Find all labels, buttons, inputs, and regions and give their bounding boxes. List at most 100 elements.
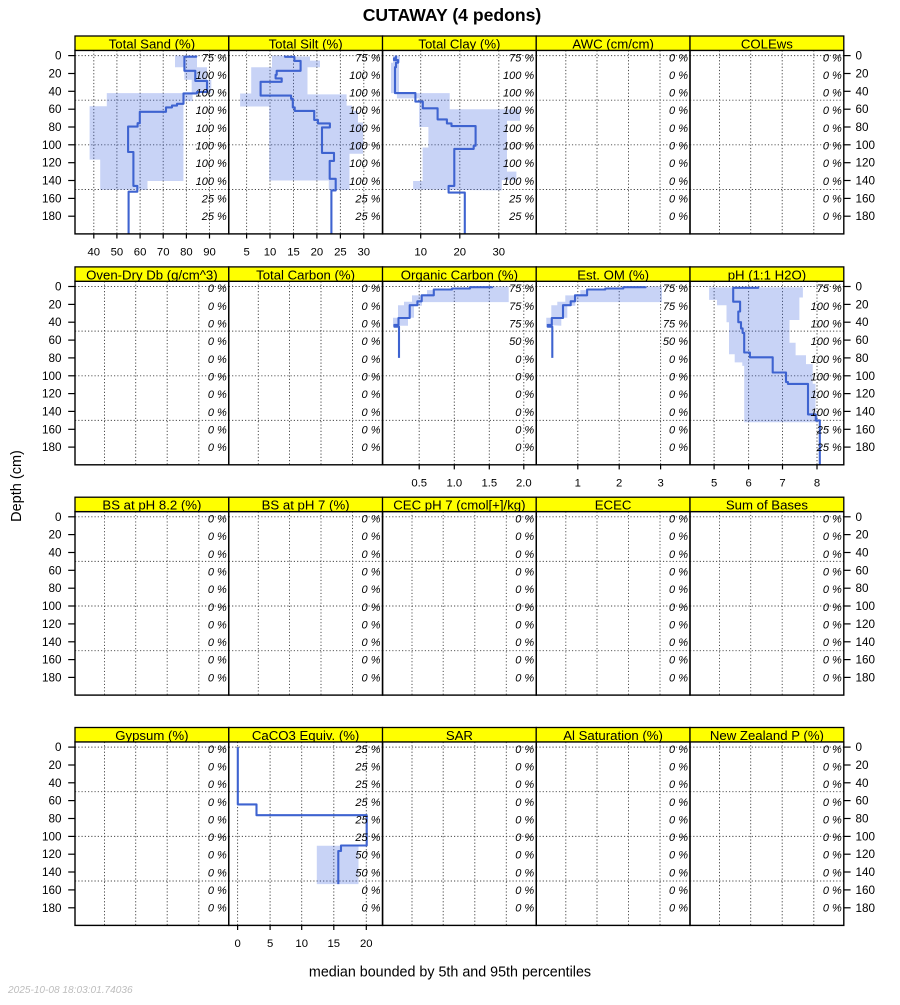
svg-text:180: 180 [856, 671, 876, 684]
svg-text:100 %: 100 % [349, 88, 380, 100]
svg-text:CEC pH 7 (cmol[+]/kg): CEC pH 7 (cmol[+]/kg) [393, 498, 525, 513]
svg-text:20: 20 [311, 247, 324, 259]
svg-text:20: 20 [454, 247, 467, 259]
svg-text:75 %: 75 % [817, 283, 842, 295]
svg-text:0 %: 0 % [208, 301, 227, 313]
svg-text:75 %: 75 % [663, 319, 688, 331]
svg-text:0 %: 0 % [362, 514, 381, 526]
svg-text:180: 180 [856, 441, 876, 454]
svg-text:140: 140 [856, 866, 876, 879]
svg-text:0 %: 0 % [362, 567, 381, 579]
svg-text:0 %: 0 % [823, 211, 842, 223]
svg-text:0 %: 0 % [823, 584, 842, 596]
svg-text:25 %: 25 % [354, 762, 380, 774]
svg-text:0 %: 0 % [362, 672, 381, 684]
svg-text:0 %: 0 % [515, 903, 534, 915]
svg-text:100 %: 100 % [811, 336, 842, 348]
svg-text:80: 80 [180, 247, 193, 259]
svg-text:100: 100 [42, 370, 62, 383]
svg-text:60: 60 [48, 564, 62, 577]
svg-text:0 %: 0 % [823, 158, 842, 170]
svg-text:0 %: 0 % [208, 602, 227, 614]
svg-text:0 %: 0 % [669, 832, 688, 844]
svg-text:0 %: 0 % [362, 885, 381, 897]
svg-text:5: 5 [243, 247, 249, 259]
svg-text:100 %: 100 % [196, 70, 227, 82]
svg-text:0 %: 0 % [208, 744, 227, 756]
svg-text:0 %: 0 % [669, 850, 688, 862]
svg-text:180: 180 [856, 902, 876, 915]
svg-text:0 %: 0 % [208, 531, 227, 543]
svg-text:160: 160 [856, 884, 876, 897]
svg-text:0: 0 [55, 511, 62, 524]
svg-text:0 %: 0 % [362, 389, 381, 401]
svg-text:50 %: 50 % [509, 336, 534, 348]
svg-text:140: 140 [42, 175, 62, 188]
svg-text:0 %: 0 % [669, 52, 688, 64]
svg-text:60: 60 [856, 564, 870, 577]
svg-text:100 %: 100 % [503, 70, 534, 82]
svg-text:0 %: 0 % [669, 211, 688, 223]
svg-text:CaCO3 Equiv. (%): CaCO3 Equiv. (%) [252, 728, 359, 743]
svg-text:100 %: 100 % [503, 105, 534, 117]
svg-text:0 %: 0 % [669, 602, 688, 614]
svg-text:100 %: 100 % [811, 301, 842, 313]
svg-text:0.5: 0.5 [411, 477, 427, 489]
svg-text:0 %: 0 % [823, 637, 842, 649]
svg-text:120: 120 [856, 388, 876, 401]
svg-text:0 %: 0 % [362, 442, 381, 454]
svg-text:0 %: 0 % [669, 672, 688, 684]
svg-text:100: 100 [42, 139, 62, 152]
svg-text:50 %: 50 % [355, 850, 380, 862]
svg-text:BS at pH 7 (%): BS at pH 7 (%) [262, 498, 350, 513]
svg-text:25 %: 25 % [354, 744, 380, 756]
svg-text:0 %: 0 % [823, 602, 842, 614]
svg-text:100 %: 100 % [196, 123, 227, 135]
svg-text:140: 140 [856, 636, 876, 649]
svg-text:New Zealand P (%): New Zealand P (%) [710, 728, 824, 743]
svg-text:0 %: 0 % [515, 567, 534, 579]
svg-text:0 %: 0 % [208, 637, 227, 649]
svg-text:0 %: 0 % [515, 389, 534, 401]
svg-text:100 %: 100 % [349, 70, 380, 82]
svg-text:0: 0 [55, 741, 62, 754]
svg-text:120: 120 [856, 848, 876, 861]
svg-text:20: 20 [856, 529, 870, 542]
svg-text:0 %: 0 % [208, 371, 227, 383]
svg-text:80: 80 [48, 582, 62, 595]
svg-text:75 %: 75 % [509, 52, 534, 64]
svg-text:40: 40 [856, 85, 870, 98]
svg-text:0 %: 0 % [823, 832, 842, 844]
svg-text:0 %: 0 % [515, 407, 534, 419]
svg-text:160: 160 [42, 192, 62, 205]
svg-text:80: 80 [856, 121, 870, 134]
svg-text:160: 160 [42, 654, 62, 667]
svg-text:25 %: 25 % [354, 211, 380, 223]
svg-text:80: 80 [48, 813, 62, 826]
svg-text:100 %: 100 % [196, 141, 227, 153]
svg-text:0 %: 0 % [208, 283, 227, 295]
svg-text:140: 140 [856, 175, 876, 188]
svg-text:0 %: 0 % [362, 424, 381, 436]
svg-text:0 %: 0 % [208, 514, 227, 526]
svg-text:0 %: 0 % [669, 70, 688, 82]
svg-text:Sum of Bases: Sum of Bases [726, 498, 808, 513]
svg-text:0 %: 0 % [823, 885, 842, 897]
svg-text:0 %: 0 % [515, 424, 534, 436]
svg-text:0 %: 0 % [823, 88, 842, 100]
svg-text:100 %: 100 % [349, 105, 380, 117]
svg-text:0 %: 0 % [823, 194, 842, 206]
svg-text:0 %: 0 % [208, 424, 227, 436]
svg-text:40: 40 [856, 547, 870, 560]
svg-text:0 %: 0 % [823, 123, 842, 135]
svg-text:0: 0 [856, 281, 863, 294]
svg-text:0 %: 0 % [823, 141, 842, 153]
svg-text:0 %: 0 % [362, 354, 381, 366]
svg-text:75 %: 75 % [509, 319, 534, 331]
svg-text:0 %: 0 % [208, 407, 227, 419]
svg-text:AWC (cm/cm): AWC (cm/cm) [572, 36, 654, 51]
svg-text:120: 120 [42, 618, 62, 631]
svg-text:0 %: 0 % [823, 903, 842, 915]
svg-text:0 %: 0 % [362, 655, 381, 667]
svg-text:0 %: 0 % [515, 779, 534, 791]
